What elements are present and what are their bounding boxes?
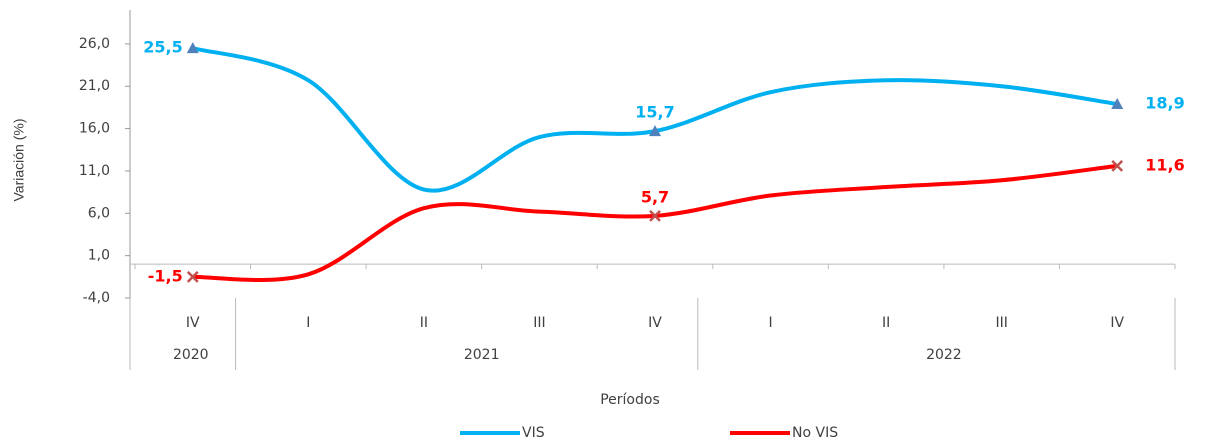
x-tick-label: III [995,315,1007,331]
series-line [192,163,1118,282]
group-label: 2022 [926,347,962,363]
y-tick-label: -4,0 [83,290,110,306]
group-label: 2020 [173,347,209,363]
x-tick-label: IV [186,315,200,331]
data-label: 18,9 [1145,94,1184,113]
y-tick-label: 11,0 [79,163,110,179]
y-axis-title: Variación (%) [11,119,27,202]
marker [1111,98,1124,110]
series-line [192,46,1118,193]
y-tick-label: 6,0 [88,205,110,221]
x-tick-label: IV [648,315,662,331]
x-tick-label: III [533,315,545,331]
marker [649,125,661,137]
x-tick-label: IV [1110,315,1124,331]
x-axis-title: Períodos [600,392,660,408]
x-tick-label: I [768,315,772,331]
data-label: 25,5 [143,38,182,57]
y-tick-label: 16,0 [79,121,110,137]
group-label: 2021 [464,347,500,363]
y-tick-label: 26,0 [79,36,110,52]
marker [186,270,199,283]
marker [1111,159,1124,172]
x-tick-label: II [420,315,428,331]
marker [186,42,199,54]
data-label: -1,5 [148,266,183,285]
marker [649,209,661,222]
legend-label: No VIS [792,425,838,441]
y-tick-label: 21,0 [79,78,110,94]
data-label: 15,7 [635,103,674,122]
data-label: 11,6 [1145,155,1184,174]
legend-label: VIS [522,425,545,441]
y-tick-label: 1,0 [88,248,110,264]
x-tick-label: II [882,315,890,331]
x-tick-label: I [306,315,310,331]
data-label: 5,7 [641,187,669,206]
